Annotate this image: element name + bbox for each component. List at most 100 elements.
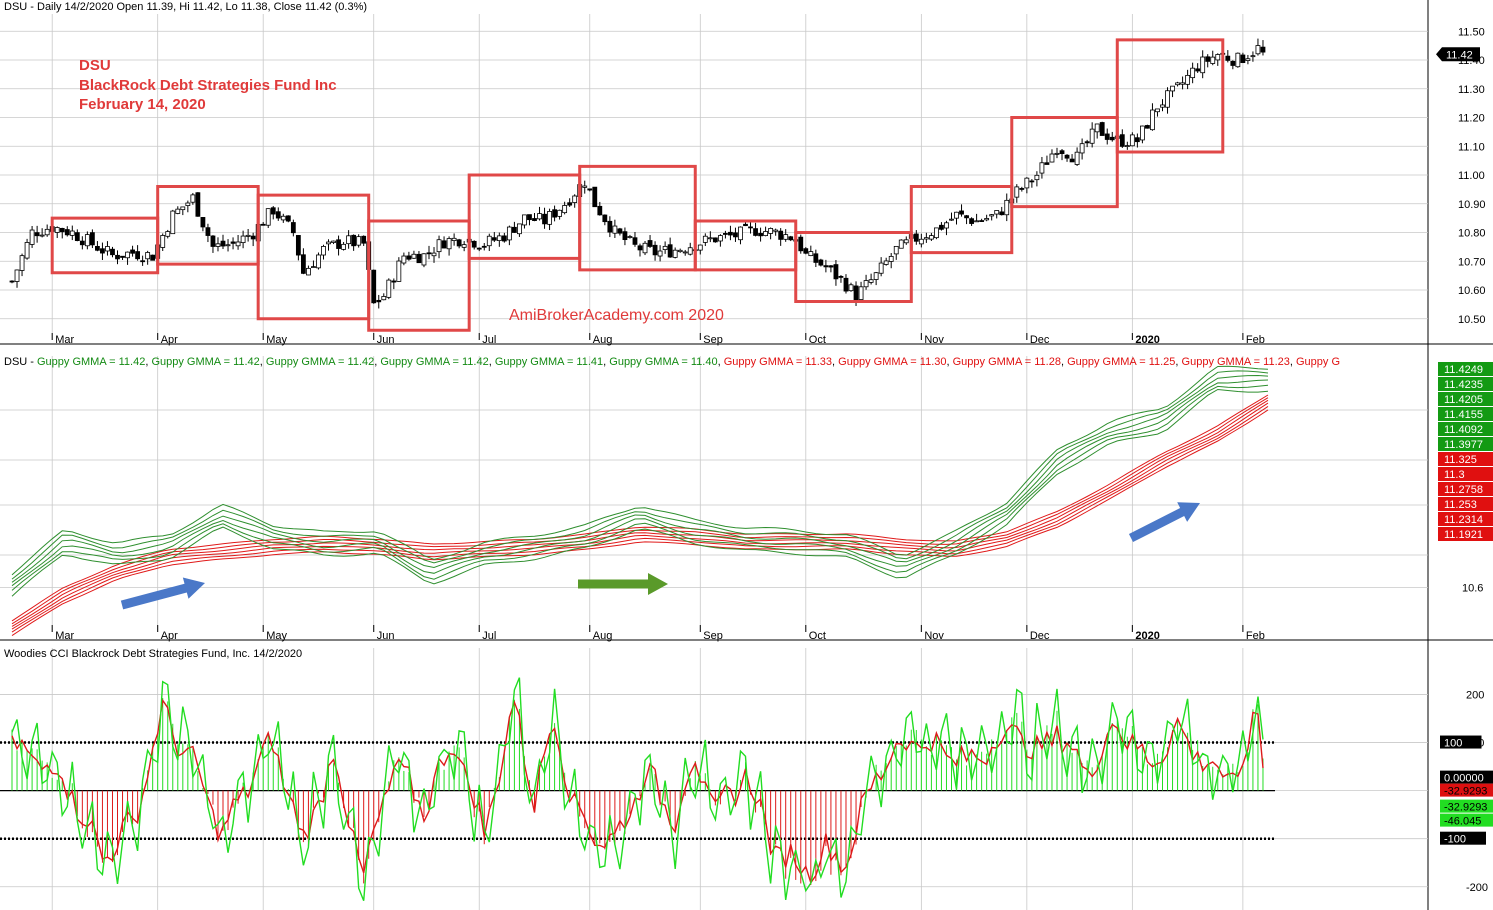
candle-body xyxy=(893,245,899,255)
candle-body xyxy=(803,248,809,254)
candle-body xyxy=(100,248,105,254)
price-tick-label: 10.90 xyxy=(1458,199,1486,211)
candle-body xyxy=(1029,180,1035,183)
candle-body xyxy=(14,269,20,282)
watermark: AmiBrokerAcademy.com 2020 xyxy=(509,307,724,324)
candle-body xyxy=(59,227,65,233)
candle-body xyxy=(697,244,703,251)
candle-body xyxy=(1069,158,1075,163)
candle-body xyxy=(728,231,733,236)
gmma-value-label: 11.253 xyxy=(1444,499,1477,511)
gmma-value-tag xyxy=(1438,362,1493,376)
candle-body xyxy=(768,228,774,234)
gmma-header-item: Guppy GMMA = 11.23 xyxy=(1181,356,1290,368)
price-tick-label: 10.80 xyxy=(1458,228,1486,240)
candle-body xyxy=(607,220,613,233)
candle-body xyxy=(44,228,50,236)
candle-body xyxy=(954,211,959,219)
month-label: May xyxy=(266,334,287,346)
candle-body xyxy=(758,233,763,237)
candle-body xyxy=(220,240,226,247)
candle-body xyxy=(522,214,527,226)
candle-body xyxy=(557,209,563,217)
candle-body xyxy=(225,244,231,247)
candle-body xyxy=(84,234,90,247)
gmma-header-item: Guppy GMMA = 11.33 xyxy=(723,356,833,368)
month-label: Nov xyxy=(924,630,944,642)
month-label: 2020 xyxy=(1135,630,1159,642)
candle-body xyxy=(1165,90,1170,108)
candle-body xyxy=(1104,133,1110,140)
candle-body xyxy=(748,226,753,229)
candle-body xyxy=(34,232,40,237)
candle-body xyxy=(592,186,598,208)
candle-body xyxy=(712,237,718,243)
gmma-header-separator: , xyxy=(1175,356,1182,368)
gmma-header-separator: , xyxy=(832,356,839,368)
candle-body xyxy=(1024,177,1030,189)
price-box xyxy=(367,219,471,332)
candle-body xyxy=(989,214,995,217)
candle-body xyxy=(321,246,326,256)
candle-body xyxy=(898,239,904,249)
candle-body xyxy=(160,235,166,248)
candle-body xyxy=(984,218,990,221)
candle-body xyxy=(356,236,362,246)
gmma-header-separator: , xyxy=(488,356,495,368)
candle-body xyxy=(1084,141,1090,144)
candle-body xyxy=(1079,143,1085,154)
candle-body xyxy=(612,225,618,234)
candle-body xyxy=(903,239,909,244)
gmma-short-line xyxy=(11,379,1269,587)
candle-body xyxy=(300,254,306,274)
month-label: Apr xyxy=(161,630,178,642)
candle-body xyxy=(1074,151,1080,165)
price-box xyxy=(909,185,1014,255)
candle-body xyxy=(1235,52,1241,68)
gmma-long-line xyxy=(11,405,1269,633)
cci-level-minus100-bg xyxy=(1440,831,1486,845)
candle-body xyxy=(1210,56,1216,64)
candle-body xyxy=(974,220,980,223)
candle-body xyxy=(140,260,146,263)
candle-body xyxy=(95,245,100,251)
gmma-value-tag xyxy=(1438,482,1493,496)
gmma-header-item: Guppy GMMA = 11.41 xyxy=(494,356,604,368)
gmma-header-prefix: DSU - xyxy=(4,356,37,368)
month-label: Mar xyxy=(55,630,74,642)
gmma-value-tag xyxy=(1438,512,1493,526)
price-box xyxy=(1010,116,1119,209)
candle-body xyxy=(240,235,246,244)
month-label: Apr xyxy=(161,334,178,346)
candle-body xyxy=(652,244,658,256)
candle-body xyxy=(582,185,588,188)
candle-body xyxy=(285,215,291,222)
candle-body xyxy=(1145,125,1150,129)
candle-body xyxy=(733,232,738,238)
candle-body xyxy=(386,279,392,298)
candle-body xyxy=(351,234,357,247)
candle-body xyxy=(773,229,779,232)
trend-arrow xyxy=(120,577,205,610)
candle-body xyxy=(1160,104,1165,108)
candle-body xyxy=(587,188,593,191)
price-tick-label: 11.20 xyxy=(1458,113,1485,125)
candle-body xyxy=(270,207,276,215)
candle-body xyxy=(69,230,75,236)
gmma-value-label: 11.4249 xyxy=(1444,364,1483,376)
gmma-value-label: 11.2758 xyxy=(1444,484,1483,496)
candle-body xyxy=(1150,109,1155,131)
candle-body xyxy=(74,232,80,242)
candle-body xyxy=(451,237,457,241)
gmma-value-label: 11.3977 xyxy=(1444,439,1483,451)
candle-body xyxy=(717,235,723,242)
candle-body xyxy=(496,235,502,241)
month-label: Feb xyxy=(1246,630,1265,642)
month-label: Sep xyxy=(703,630,723,642)
gmma-value-label: 11.3 xyxy=(1444,469,1465,481)
candle-body xyxy=(542,213,547,225)
annotation-company: BlackRock Debt Strategies Fund Inc xyxy=(79,77,337,94)
candle-body xyxy=(476,247,482,250)
turbo-cci-line xyxy=(11,677,1264,901)
gmma-header-separator: , xyxy=(717,356,724,368)
